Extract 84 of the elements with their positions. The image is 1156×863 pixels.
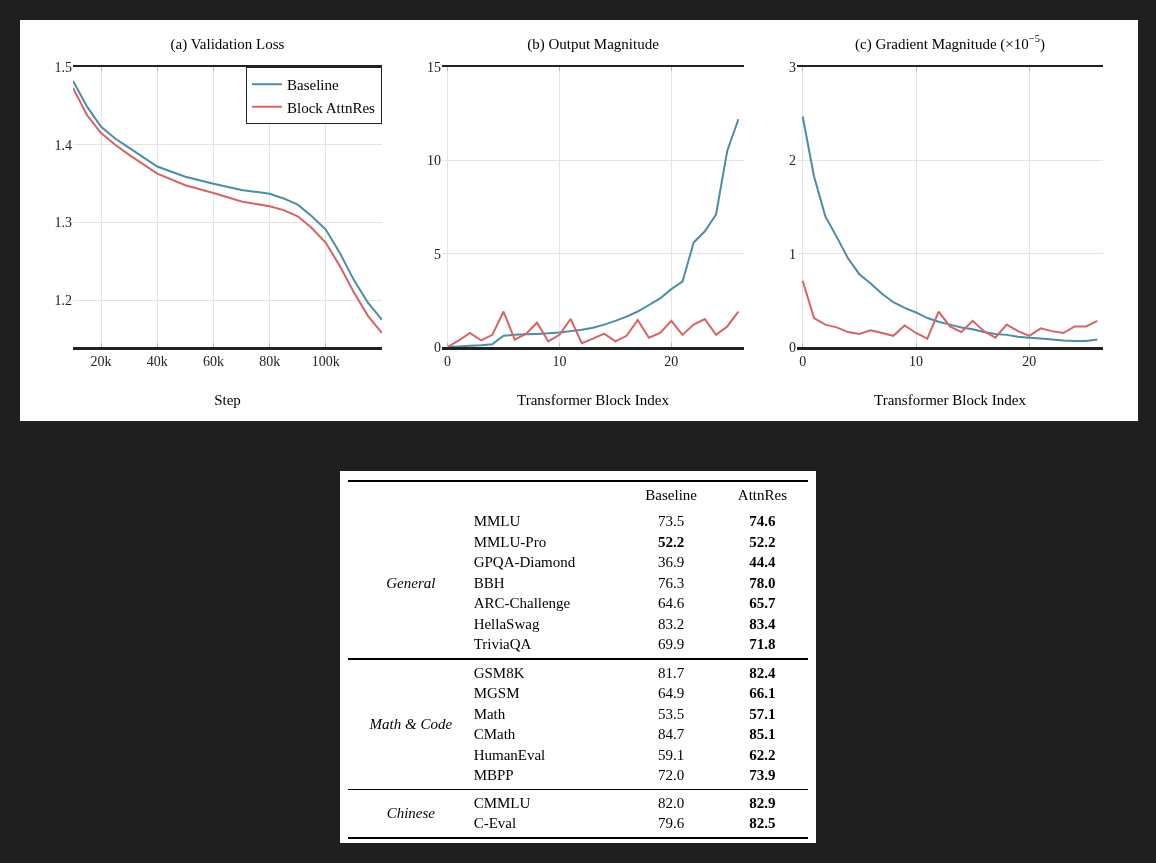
data-label: 79.6 — [657, 814, 686, 834]
data-label: 71.8 — [748, 635, 777, 655]
y-tick-label: 15 — [427, 59, 441, 75]
text: Math & Code — [368, 715, 454, 734]
data-label: 53.5 — [657, 704, 686, 724]
chart-title: (c) Gradient Magnitude (×10$^{−5}$) — [855, 33, 1045, 53]
data-label: 73.9 — [748, 766, 777, 786]
data-label: 83.4 — [748, 614, 777, 634]
data-label: 82.5 — [748, 814, 777, 834]
y-tick-label: 1 — [789, 246, 796, 262]
x-tick-label: 20 — [664, 354, 679, 370]
data-label: 65.7 — [748, 594, 777, 614]
x-tick-label: 10 — [552, 354, 567, 370]
category-label: CMath — [473, 725, 517, 745]
category-label: ARC-Challenge — [473, 594, 572, 614]
legend-label: Block AttnRes — [287, 99, 376, 116]
x-tick-label: 0 — [799, 354, 807, 370]
x-axis-title: Step — [214, 391, 241, 408]
data-label: 36.9 — [657, 553, 686, 573]
data-label: 83.2 — [657, 614, 686, 634]
x-tick-label: 10 — [909, 354, 923, 370]
text: Chinese — [385, 804, 436, 823]
category-label: BBH — [473, 573, 506, 593]
y-tick-label: 1.3 — [54, 215, 72, 231]
y-tick-label: 0 — [434, 339, 441, 355]
y-tick-label: 2 — [789, 153, 796, 169]
x-tick-label: 40k — [146, 354, 168, 370]
x-axis-title: Transformer Block Index — [874, 391, 1027, 408]
data-label: 52.2 — [748, 532, 777, 552]
x-axis-title: Transformer Block Index — [517, 391, 670, 408]
y-tick-label: 1.4 — [54, 137, 72, 153]
category-label: GPQA-Diamond — [473, 553, 577, 573]
legend-label: Baseline — [287, 77, 339, 94]
data-label: 62.2 — [748, 745, 777, 765]
line-series — [446, 310, 740, 347]
data-label: 73.5 — [657, 512, 686, 532]
category-label: GSM8K — [473, 663, 526, 683]
y-tick-label: 10 — [427, 153, 441, 169]
y-tick-label: 3 — [789, 59, 796, 75]
data-label: 74.6 — [748, 512, 777, 532]
data-label: 76.3 — [657, 573, 686, 593]
x-tick-label: 0 — [444, 354, 452, 370]
category-label: MBPP — [473, 766, 515, 786]
data-label: 72.0 — [657, 766, 686, 786]
data-label: 82.9 — [748, 793, 777, 813]
y-tick-label: 1.2 — [54, 293, 72, 309]
category-label: TriviaQA — [473, 635, 533, 655]
x-tick-label: 60k — [202, 354, 224, 370]
data-label: 78.0 — [748, 573, 777, 593]
category-label: C-Eval — [473, 814, 518, 834]
category-label: MGSM — [473, 684, 521, 704]
text: General — [385, 573, 437, 593]
category-label: MMLU — [473, 512, 522, 532]
category-label: Math — [473, 704, 507, 724]
data-label: 59.1 — [657, 745, 686, 765]
y-tick-label: 5 — [434, 246, 441, 262]
data-label: 66.1 — [748, 684, 777, 704]
category-label: HumanEval — [473, 745, 547, 765]
data-label: 69.9 — [657, 635, 686, 655]
chart-title: (b) Output Magnitude — [527, 35, 660, 53]
x-tick-label: 80k — [259, 354, 281, 370]
data-label: 64.6 — [657, 594, 686, 614]
data-label: 84.7 — [657, 725, 686, 745]
category-label: CMMLU — [473, 793, 532, 813]
line-series — [801, 279, 1099, 340]
data-label: 82.0 — [657, 793, 686, 813]
data-label: 81.7 — [657, 663, 686, 683]
series-label: Baseline — [644, 486, 698, 505]
data-label: 57.1 — [748, 704, 777, 724]
line-series — [801, 115, 1099, 342]
data-label: 64.9 — [657, 684, 686, 704]
chart-title: (a) Validation Loss — [170, 35, 285, 53]
category-label: HellaSwag — [473, 614, 541, 634]
category-label: MMLU-Pro — [473, 532, 548, 552]
x-tick-label: 20k — [90, 354, 112, 370]
data-label: 52.2 — [657, 532, 686, 552]
data-label: 85.1 — [748, 725, 777, 745]
y-tick-label: 0 — [789, 339, 796, 355]
y-tick-label: 1.5 — [54, 59, 72, 75]
x-tick-label: 100k — [311, 354, 340, 370]
data-label: 82.4 — [748, 663, 777, 683]
data-label: 44.4 — [748, 553, 777, 573]
text: AttnRes — [736, 486, 788, 505]
x-tick-label: 20 — [1022, 354, 1037, 370]
